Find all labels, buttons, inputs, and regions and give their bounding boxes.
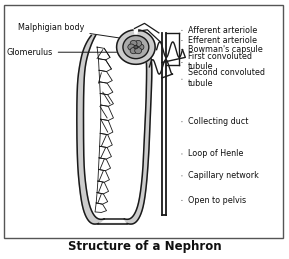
Polygon shape xyxy=(98,169,110,182)
Circle shape xyxy=(130,40,137,47)
Polygon shape xyxy=(100,133,112,148)
Circle shape xyxy=(135,48,142,54)
Circle shape xyxy=(123,35,149,59)
Polygon shape xyxy=(100,93,114,106)
Text: Structure of a Nephron: Structure of a Nephron xyxy=(68,240,221,253)
Circle shape xyxy=(128,44,135,50)
Polygon shape xyxy=(99,158,111,171)
Polygon shape xyxy=(99,146,112,159)
Polygon shape xyxy=(97,47,110,60)
Text: Efferent arteriole: Efferent arteriole xyxy=(182,36,257,45)
FancyBboxPatch shape xyxy=(3,5,283,238)
Circle shape xyxy=(130,48,137,54)
Text: Loop of Henle: Loop of Henle xyxy=(182,149,243,159)
Text: Capillary network: Capillary network xyxy=(182,171,259,180)
Polygon shape xyxy=(99,59,112,71)
Text: Malphigian body: Malphigian body xyxy=(18,23,135,40)
Polygon shape xyxy=(100,82,113,95)
Polygon shape xyxy=(97,181,109,194)
Text: Open to pelvis: Open to pelvis xyxy=(182,196,246,205)
Text: First convoluted
tubule: First convoluted tubule xyxy=(182,52,252,71)
Polygon shape xyxy=(124,35,152,224)
Text: Collecting duct: Collecting duct xyxy=(182,117,248,126)
Polygon shape xyxy=(96,193,108,204)
Circle shape xyxy=(134,45,138,49)
Text: Bowman's capsule: Bowman's capsule xyxy=(182,45,262,54)
Polygon shape xyxy=(101,105,114,120)
Circle shape xyxy=(135,40,142,47)
Polygon shape xyxy=(100,119,113,135)
Polygon shape xyxy=(116,30,155,64)
Polygon shape xyxy=(95,203,107,212)
Text: Glomerulus: Glomerulus xyxy=(6,48,117,57)
Circle shape xyxy=(137,44,144,50)
Polygon shape xyxy=(99,70,112,83)
Text: Second convoluted
tubule: Second convoluted tubule xyxy=(182,68,265,88)
Text: Afferent arteriole: Afferent arteriole xyxy=(182,26,257,35)
Polygon shape xyxy=(77,35,104,224)
